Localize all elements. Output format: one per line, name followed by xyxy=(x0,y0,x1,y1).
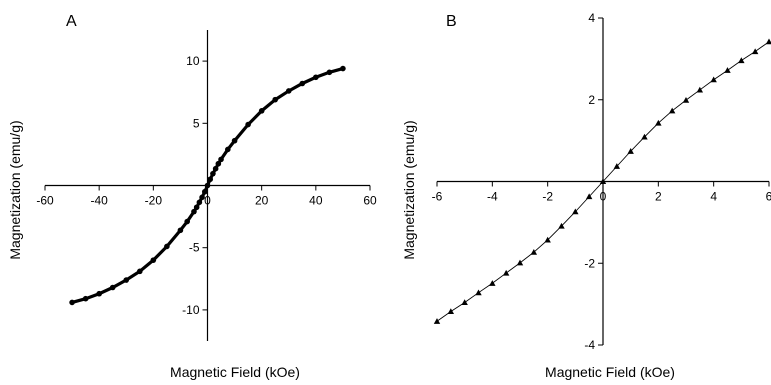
panel-a-data-point xyxy=(225,146,231,153)
panel-b-data-point xyxy=(668,107,676,114)
panel-b-y-tick-label: -4 xyxy=(584,338,595,352)
panel-a-data-point xyxy=(326,69,333,76)
panel-a-data-point xyxy=(136,268,143,275)
panel-b-data-point xyxy=(502,269,510,276)
panel-a-data-point xyxy=(109,284,116,291)
panel-a-y-axis-label: Magnetization (emu/g) xyxy=(7,120,23,259)
panel-a-data-point xyxy=(212,165,219,172)
panel-a-data-point xyxy=(123,277,130,283)
panel-b-x-tick-label: -6 xyxy=(432,190,443,204)
panel-b-data-point xyxy=(765,38,771,45)
panel-b-y-tick-label: -2 xyxy=(584,256,595,270)
panel-a-data-point xyxy=(204,182,211,189)
panel-a-data-point xyxy=(245,121,251,128)
panel-a-data-point xyxy=(340,65,346,72)
panel-a-data-point xyxy=(69,299,75,306)
panel-a-data-point xyxy=(201,188,208,195)
panel-a-data-point xyxy=(231,137,238,144)
panel-b-data-point xyxy=(558,222,565,229)
panel-a-data-point xyxy=(218,156,224,163)
panel-b-x-axis-label: Magnetic Field (kOe) xyxy=(545,364,675,380)
panel-b-data-point xyxy=(613,163,621,169)
panel-b-data-point xyxy=(682,96,690,103)
panel-b-x-tick-label: -2 xyxy=(542,190,553,204)
panel-b-data-point xyxy=(655,119,662,126)
panel-b-data-point xyxy=(572,208,579,215)
panel-a-data-point xyxy=(285,88,292,94)
panel-b-data-point xyxy=(627,148,634,154)
panel-b-data-point xyxy=(516,259,524,266)
panel-a-x-tick-label: 40 xyxy=(309,194,323,208)
panel-a-data-point xyxy=(210,170,216,177)
panel-b-label: B xyxy=(446,13,457,30)
panel-a-y-tick-label: -5 xyxy=(189,241,200,255)
panel-a-data-point xyxy=(299,80,306,87)
panel-a-data-point xyxy=(96,290,102,297)
panel-b-data-point xyxy=(710,76,717,83)
panel-a-x-tick-label: -20 xyxy=(145,194,163,208)
panel-a: A -60 -40 -20 0 20 40 60 -10 -5 5 10 Magnetic Fiel… xyxy=(7,13,377,380)
panel-a-data-point xyxy=(184,218,190,225)
panel-a-x-tick-label: 20 xyxy=(255,194,269,208)
panel-b-x-tick-label: 0 xyxy=(600,190,607,204)
panel-b-data-point xyxy=(599,178,607,185)
panel-a-y-tick-label: 5 xyxy=(193,116,200,130)
panel-a-y-tick-label: 10 xyxy=(186,54,200,68)
panel-a-label: A xyxy=(66,13,77,30)
panel-a-x-axis-label: Magnetic Field (kOe) xyxy=(170,364,300,380)
panel-b-data-point xyxy=(751,48,759,55)
panel-a-data-point xyxy=(199,194,205,201)
panel-b-data-point xyxy=(530,249,538,255)
panel-b-x-tick-label: 4 xyxy=(710,190,717,204)
panel-a-data-point xyxy=(164,243,170,250)
panel-b-data-point xyxy=(447,308,455,315)
panel-b-x-tick-label: 2 xyxy=(655,190,662,204)
panel-b-y-tick-label: 4 xyxy=(588,11,595,25)
panel-b-y-tick-label: 2 xyxy=(588,93,595,107)
panel-a-x-tick-label: 60 xyxy=(363,194,377,208)
panel-b-x-tick-label: 6 xyxy=(766,190,771,204)
panel-a-y-tick-label: -10 xyxy=(182,303,200,317)
panel-b: B -6 -4 -2 0 2 4 6-4-224 Magnetic Field (kOe) … xyxy=(401,11,771,380)
panel-b-x-tick-label: -4 xyxy=(487,190,498,204)
panel-a-data xyxy=(69,65,346,306)
panel-b-data-point xyxy=(475,289,482,296)
panel-a-data-point xyxy=(177,227,184,234)
panel-a-data-point xyxy=(196,199,203,206)
panel-a-x-tick-label: -60 xyxy=(36,194,54,208)
panel-a-data-point xyxy=(82,295,89,302)
panel-b-data-point xyxy=(433,318,441,324)
panel-a-x-tick-label: -40 xyxy=(90,194,108,208)
panel-b-data-point xyxy=(641,133,648,140)
panel-a-data-point xyxy=(207,176,214,183)
panel-a-x-tick-label: 0 xyxy=(204,194,211,208)
panel-b-data-point xyxy=(696,86,704,93)
panel-a-data-point xyxy=(215,160,222,167)
panel-b-data-point xyxy=(544,236,551,243)
panel-a-data-point xyxy=(191,208,197,215)
panel-b-data-point xyxy=(585,193,593,200)
panel-b-data-point xyxy=(489,280,496,286)
panel-b-axes: -6 -4 -2 0 2 4 6 -4 -2 2 4 xyxy=(432,11,771,352)
panel-a-data-point xyxy=(313,74,319,81)
panel-a-axes: -60 -40 -20 0 20 40 60 -10 -5 5 10 xyxy=(36,30,377,341)
panel-a-data-point xyxy=(193,204,200,211)
panel-a-data-point xyxy=(272,96,279,103)
panel-b-data-point xyxy=(461,299,468,306)
panel-b-data-point xyxy=(724,67,731,73)
panel-b-data-point xyxy=(738,57,745,64)
panel-a-data-point xyxy=(258,108,265,114)
panel-a-data-point xyxy=(150,257,157,263)
panel-b-y-axis-label: Magnetization (emu/g) xyxy=(401,120,417,259)
panel-b-data xyxy=(433,38,771,324)
